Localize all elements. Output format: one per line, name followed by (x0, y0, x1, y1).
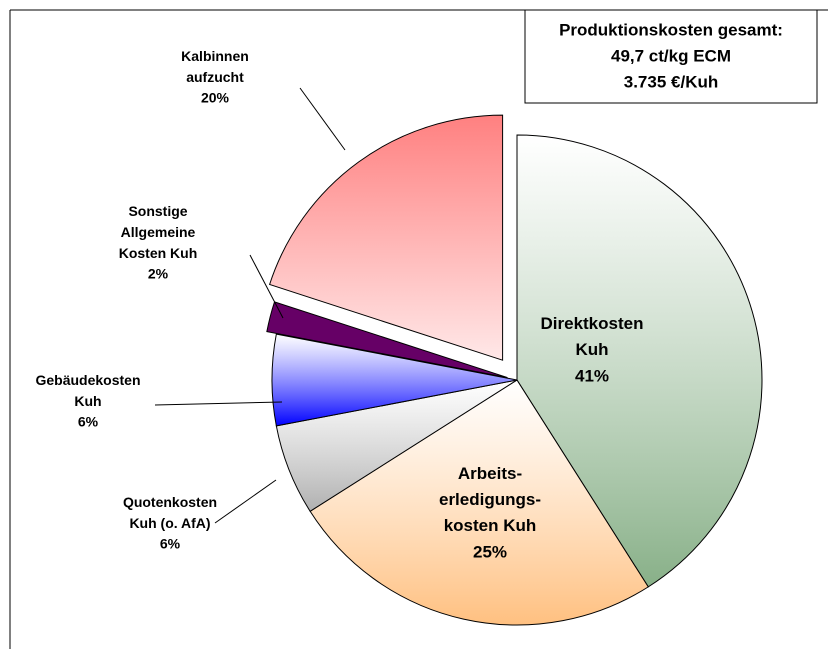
pie-slice (309, 379, 649, 626)
annotation: 49,7 ct/kg ECM (611, 46, 731, 65)
slice-label: Quotenkosten Kuh (o. AfA) (123, 494, 217, 531)
value-label: 6% (78, 414, 99, 430)
value-label: 41% (575, 366, 609, 385)
value-label: 20% (201, 90, 230, 106)
leader-line (214, 479, 277, 524)
pie-slice (271, 333, 518, 427)
annotation-box (524, 9, 818, 104)
annotation: Produktionskosten gesamt: (559, 20, 783, 39)
leader-line (299, 87, 346, 151)
pie-slice (268, 114, 504, 361)
annotation: 3.735 €/Kuh (624, 72, 719, 91)
value-label: 6% (160, 536, 181, 552)
pie-slice (516, 134, 763, 588)
value-label: 2% (148, 266, 169, 282)
slice-label: Sonstige Allgemeine Kosten Kuh (119, 203, 198, 261)
slice-label: Kalbinnen aufzucht (181, 48, 249, 85)
leader-line (249, 254, 284, 319)
value-label: 25% (473, 542, 507, 561)
slice-label: Gebäudekosten Kuh (35, 372, 140, 409)
slice-label: Arbeits-erledigungs-kosten Kuh (439, 464, 541, 535)
slice-label: Direktkosten Kuh (541, 314, 644, 359)
leader-line (154, 401, 283, 406)
